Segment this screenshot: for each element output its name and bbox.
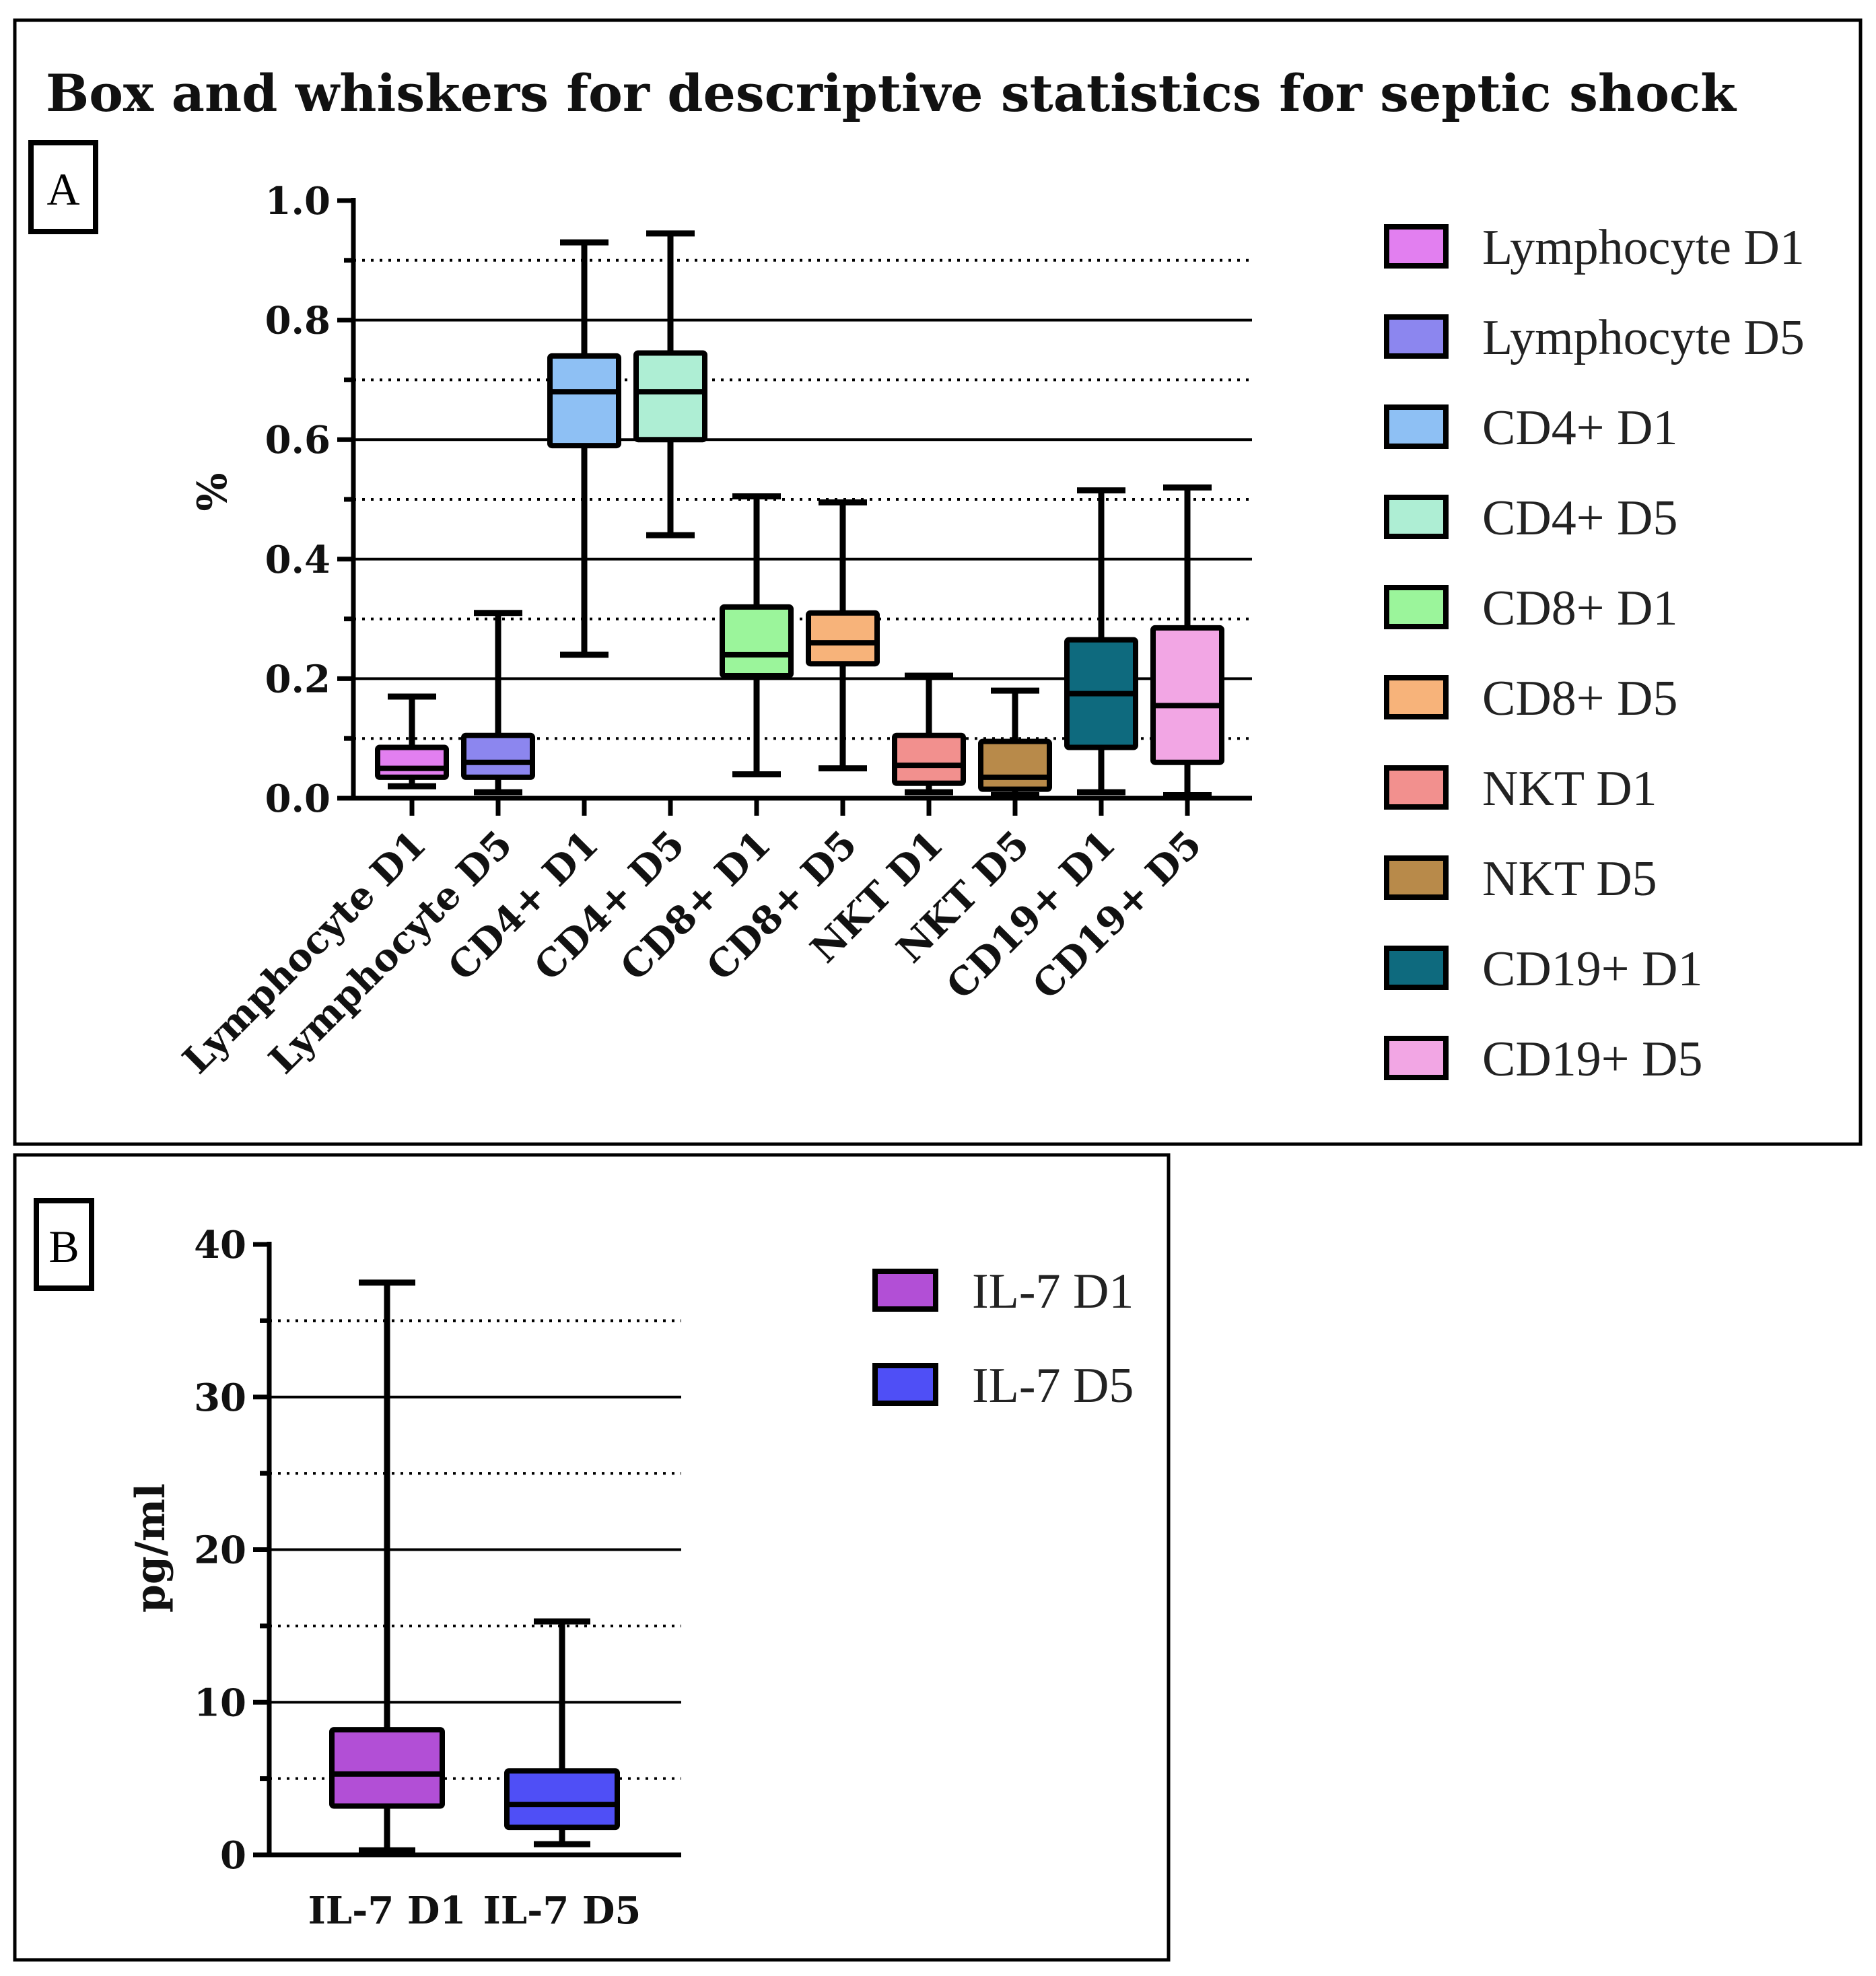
box-cd4-d1: [547, 353, 621, 449]
figure-title: Box and whiskers for descriptive statist…: [46, 63, 1737, 123]
panel-a-tag-box: [28, 140, 98, 234]
legend-label-lymphocyte-d5: Lymphocyte D5: [1482, 310, 1805, 365]
legend-swatch-nkt-d5: [1384, 855, 1449, 900]
a-y-axis-title: %: [189, 472, 236, 511]
legend-swatch-lymphocyte-d5: [1384, 314, 1449, 359]
b-y-axis-title: pg/ml: [127, 1483, 174, 1613]
box-nkt-d1: [892, 732, 966, 786]
y-tick-label: 10: [194, 1681, 246, 1725]
box-lymphocyte-d5: [461, 732, 535, 780]
y-tick-label: 0.2: [265, 657, 331, 701]
panel-b-plot: 0 10 20 30 40 pg/ml IL-7 D1 IL-7 D5: [127, 1223, 681, 1933]
panel-a-frame: [13, 18, 1863, 1146]
x-tick-label-il-7-d5: IL-7 D5: [483, 1889, 641, 1933]
box-cd8-d1: [720, 604, 794, 678]
legend-label-il-7-d5: IL-7 D5: [972, 1358, 1134, 1413]
y-tick-label: 20: [194, 1528, 246, 1573]
y-tick-label: 30: [194, 1376, 246, 1420]
legend-swatch-cd19-d1: [1384, 946, 1449, 990]
legend-label-nkt-d5: NKT D5: [1482, 851, 1657, 907]
box-cd4-d5: [633, 350, 707, 443]
y-tick-label: 1.0: [265, 179, 331, 223]
x-tick-label-il-7-d1: IL-7 D1: [308, 1889, 466, 1933]
box-cd8-d5: [806, 610, 880, 667]
panel-a-tag: A: [46, 164, 79, 215]
y-tick-label: 0.0: [265, 777, 331, 821]
y-tick-label: 0.4: [265, 538, 331, 582]
legend-swatch-il-7-d5: [872, 1363, 938, 1406]
box-nkt-d5: [978, 738, 1052, 792]
legend-swatch-cd8-d5: [1384, 675, 1449, 719]
y-tick-label: 40: [194, 1223, 246, 1267]
panel-b-tag-box: [34, 1198, 94, 1291]
y-tick-label: 0.6: [265, 418, 331, 462]
legend-label-lymphocyte-d1: Lymphocyte D1: [1482, 220, 1805, 275]
legend-swatch-cd4-d5: [1384, 495, 1449, 539]
panel-b-tag: B: [48, 1221, 79, 1272]
legend-label-cd19-d1: CD19+ D1: [1482, 942, 1702, 997]
legend-swatch-lymphocyte-d1: [1384, 224, 1449, 269]
y-tick-label: 0: [220, 1833, 246, 1878]
box-lymphocyte-d1: [375, 744, 449, 780]
legend-swatch-cd19-d5: [1384, 1036, 1449, 1080]
legend-swatch-cd8-d1: [1384, 585, 1449, 629]
box-il-7-d5: [504, 1768, 620, 1831]
box-cd19-d5: [1150, 625, 1224, 765]
legend-label-cd4-d5: CD4+ D5: [1482, 491, 1677, 546]
legend-swatch-nkt-d1: [1384, 765, 1449, 810]
legend-swatch-il-7-d1: [872, 1269, 938, 1312]
legend-label-cd4-d1: CD4+ D1: [1482, 400, 1677, 456]
legend-label-il-7-d1: IL-7 D1: [972, 1264, 1134, 1319]
legend-label-cd8-d5: CD8+ D5: [1482, 671, 1677, 726]
legend-label-cd8-d1: CD8+ D1: [1482, 581, 1677, 636]
panel-b-legend: IL-7 D1 IL-7 D5: [872, 1264, 1134, 1413]
legend-label-nkt-d1: NKT D1: [1482, 761, 1657, 816]
legend-swatch-cd4-d1: [1384, 404, 1449, 449]
legend-label-cd19-d5: CD19+ D5: [1482, 1032, 1702, 1087]
y-tick-label: 0.8: [265, 299, 331, 343]
box-il-7-d1: [329, 1727, 445, 1809]
panel-a-legend: Lymphocyte D1 Lymphocyte D5 CD4+ D1 CD4+ D5…: [1384, 220, 1805, 1087]
